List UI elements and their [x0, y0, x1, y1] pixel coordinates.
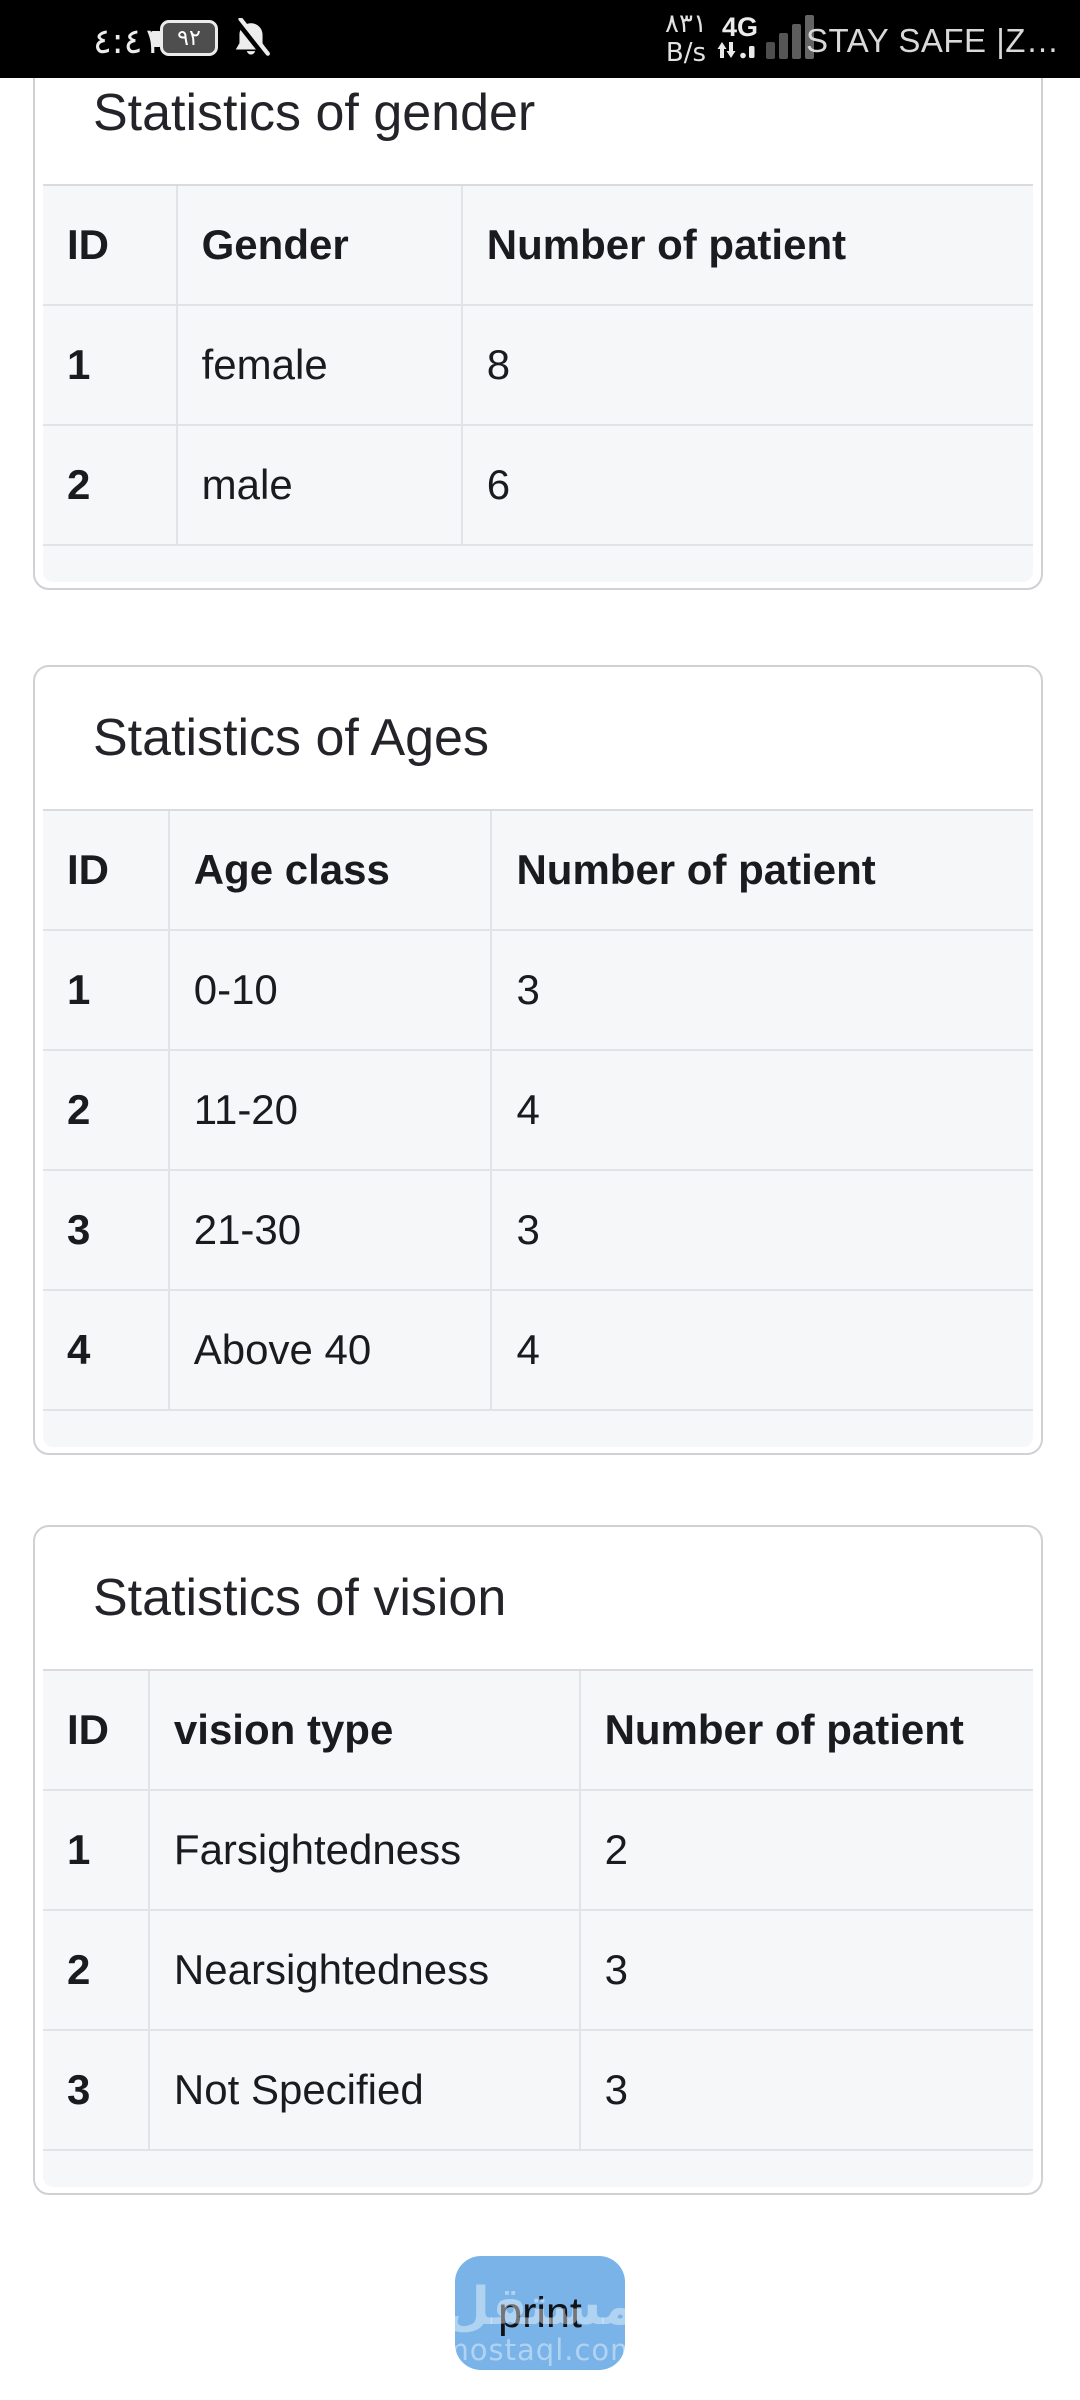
table-row: 3 Not Specified 3 [43, 2029, 1033, 2151]
cell-id: 1 [43, 1789, 150, 1911]
cell-id: 3 [43, 1169, 170, 1291]
cell-count: 2 [578, 1789, 1033, 1911]
cell-id: 2 [43, 1049, 170, 1171]
network-speed-unit: B/s [665, 38, 707, 68]
network-type-badge: 4G [722, 12, 759, 42]
table-row: 4 Above 40 4 [43, 1289, 1033, 1411]
column-header: ID [43, 1671, 150, 1791]
cell-age-class: 21-30 [167, 1169, 493, 1291]
cell-gender: male [175, 424, 463, 546]
network-speed-value: ٨٣١ [665, 9, 707, 39]
table-row: 1 Farsightedness 2 [43, 1789, 1033, 1911]
column-header: Age class [167, 811, 493, 931]
cell-age-class: Above 40 [167, 1289, 493, 1411]
vision-table: ID vision type Number of patient 1 Farsi… [43, 1671, 1033, 2187]
cell-count: 4 [490, 1049, 1033, 1171]
battery-cap [151, 31, 161, 47]
card-title: Statistics of gender [93, 84, 536, 142]
battery-icon: ٩٢ [160, 20, 218, 56]
table-footer-strip [43, 1409, 1033, 1447]
table-footer-strip [43, 544, 1033, 582]
cell-count: 3 [578, 2029, 1033, 2151]
table-row: 3 21-30 3 [43, 1169, 1033, 1291]
cell-vision-type: Farsightedness [147, 1789, 581, 1911]
gender-table: ID Gender Number of patient 1 female 8 2… [43, 186, 1033, 582]
cell-vision-type: Nearsightedness [147, 1909, 581, 2031]
cell-id: 2 [43, 1909, 150, 2031]
table-row: 2 11-20 4 [43, 1049, 1033, 1171]
gender-stats-card: Statistics of gender ID Gender Number of… [33, 40, 1043, 590]
ages-table-area: ID Age class Number of patient 1 0-10 3 … [43, 809, 1033, 1447]
signal-bars-icon [766, 15, 814, 59]
header-row: ID vision type Number of patient [43, 1671, 1033, 1791]
cell-count: 3 [490, 929, 1033, 1051]
column-header: ID [43, 186, 178, 306]
cell-id: 1 [43, 929, 170, 1051]
cell-id: 3 [43, 2029, 150, 2151]
cell-count: 6 [460, 424, 1033, 546]
column-header: Number of patient [460, 186, 1033, 306]
cell-count: 4 [490, 1289, 1033, 1411]
card-title: Statistics of Ages [93, 709, 489, 767]
table-footer-strip [43, 2149, 1033, 2187]
cell-id: 1 [43, 304, 178, 426]
vision-table-area: ID vision type Number of patient 1 Farsi… [43, 1669, 1033, 2187]
column-header: Number of patient [578, 1671, 1033, 1791]
column-header: ID [43, 811, 170, 931]
carrier-text: STAY SAFE |Z… [806, 22, 1060, 59]
status-bar: ٤:٤١ ٩٢ ٨٣١ B/s 4G STAY SAFE |Z… [0, 0, 1080, 78]
cell-count: 8 [460, 304, 1033, 426]
network-speed: ٨٣١ B/s [656, 10, 716, 68]
notifications-muted-icon [230, 16, 272, 60]
mobile-data-arrows-icon [716, 40, 760, 65]
table-row: 2 male 6 [43, 424, 1033, 546]
vision-stats-card: Statistics of vision ID vision type Numb… [33, 1525, 1043, 2195]
column-header: Number of patient [490, 811, 1033, 931]
column-header: Gender [175, 186, 463, 306]
clock-text: ٤:٤١ [93, 22, 162, 62]
cell-vision-type: Not Specified [147, 2029, 581, 2151]
cell-count: 3 [490, 1169, 1033, 1291]
header-row: ID Gender Number of patient [43, 186, 1033, 306]
card-title: Statistics of vision [93, 1569, 507, 1627]
gender-table-area: ID Gender Number of patient 1 female 8 2… [43, 184, 1033, 582]
table-row: 2 Nearsightedness 3 [43, 1909, 1033, 2031]
cell-id: 4 [43, 1289, 170, 1411]
cell-age-class: 0-10 [167, 929, 493, 1051]
ages-stats-card: Statistics of Ages ID Age class Number o… [33, 665, 1043, 1455]
header-row: ID Age class Number of patient [43, 811, 1033, 931]
cell-gender: female [175, 304, 463, 426]
print-button[interactable]: print [455, 2256, 625, 2370]
battery-percent-text: ٩٢ [177, 25, 201, 51]
ages-table: ID Age class Number of patient 1 0-10 3 … [43, 811, 1033, 1447]
cell-count: 3 [578, 1909, 1033, 2031]
table-row: 1 0-10 3 [43, 929, 1033, 1051]
table-row: 1 female 8 [43, 304, 1033, 426]
cell-id: 2 [43, 424, 178, 546]
column-header: vision type [147, 1671, 581, 1791]
cell-age-class: 11-20 [167, 1049, 493, 1171]
